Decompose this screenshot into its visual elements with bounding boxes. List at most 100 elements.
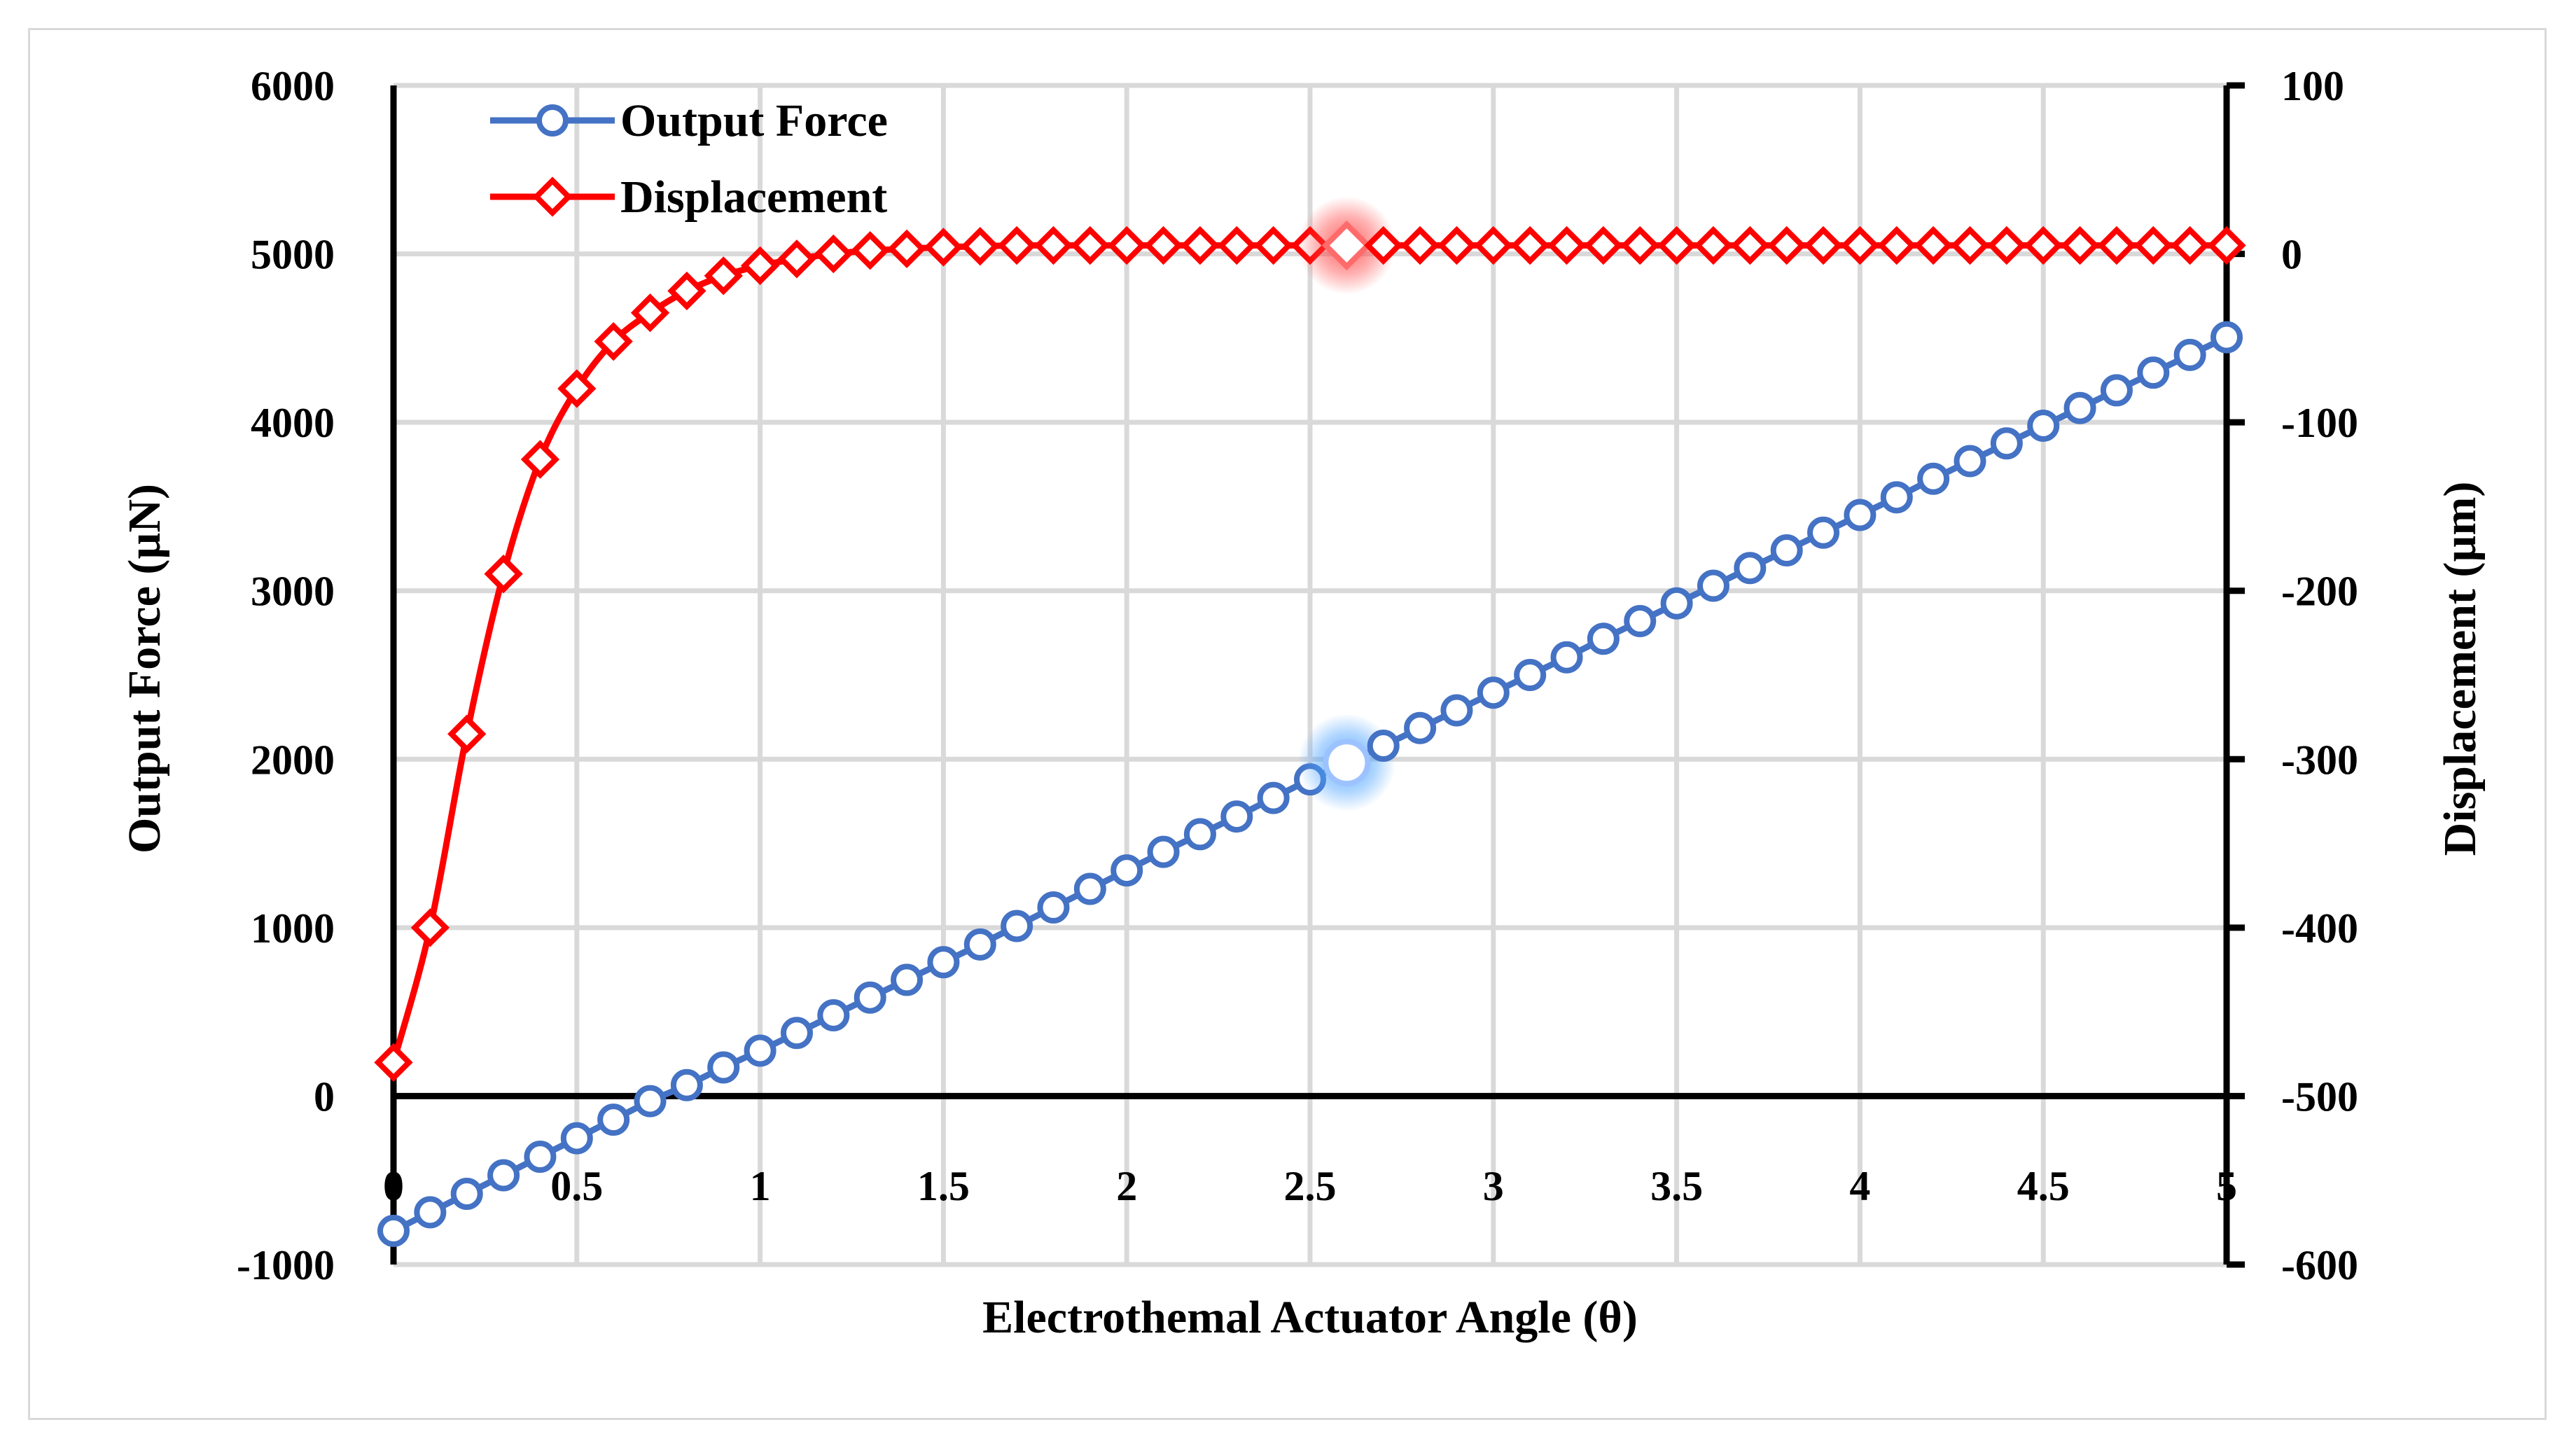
output-force-point <box>2211 321 2243 354</box>
y-tick-label: 2000 <box>251 737 335 783</box>
output-force-point <box>524 1141 557 1174</box>
displacement-point <box>1840 225 1880 265</box>
y2-tick-label: -500 <box>2281 1073 2358 1120</box>
displacement-point <box>2097 225 2136 265</box>
output-force-point <box>1147 835 1180 868</box>
output-force-point <box>963 928 996 961</box>
y-tick-label: -1000 <box>237 1242 335 1288</box>
output-force-point <box>1624 605 1657 638</box>
displacement-point <box>667 271 706 311</box>
output-force-point <box>1660 587 1693 620</box>
y2-tick-label: 0 <box>2281 232 2302 278</box>
y-tick-label: 1000 <box>251 905 335 952</box>
displacement-point <box>924 228 963 267</box>
displacement-point <box>557 369 597 408</box>
displacement-point <box>2170 225 2210 265</box>
output-force-point <box>414 1196 447 1229</box>
displacement-point <box>1253 225 1293 265</box>
output-force-point <box>450 1177 483 1210</box>
output-force-point <box>1257 781 1290 814</box>
output-force-point <box>780 1017 813 1050</box>
displacement-point <box>1033 225 1073 265</box>
displacement-point <box>1474 225 1513 265</box>
y2-tick-label: -200 <box>2281 569 2358 615</box>
displacement-point <box>1181 225 1220 265</box>
displacement-point <box>1767 225 1806 265</box>
output-force-point <box>1037 891 1070 924</box>
displacement-point <box>484 555 523 594</box>
displacement-point <box>447 714 487 753</box>
output-force-point <box>1404 711 1437 744</box>
displacement-point <box>2060 225 2100 265</box>
x-tick-label: 4 <box>1849 1163 1870 1209</box>
output-force-point <box>1183 818 1216 851</box>
y2-axis-title: Displacement (µm) <box>2435 482 2486 856</box>
y-tick-label: 6000 <box>251 63 335 109</box>
displacement-point <box>1071 225 1110 265</box>
output-force-point <box>1220 800 1253 833</box>
output-force-point <box>1954 445 1986 478</box>
displacement-point <box>2024 225 2063 265</box>
x-tick-label: 0 <box>383 1163 404 1209</box>
y-tick-label: 4000 <box>251 400 335 446</box>
y2-tick-label: -300 <box>2281 737 2358 783</box>
y-axis-title: Output Force (µN) <box>119 484 170 854</box>
output-force-point <box>1807 516 1840 549</box>
displacement-point <box>1804 225 1843 265</box>
y2-tick-label: 100 <box>2281 63 2344 109</box>
legend-label-displacement: Displacement <box>620 172 887 223</box>
x-tick-label: 5 <box>2216 1163 2237 1209</box>
output-force-point <box>1734 552 1767 585</box>
output-force-point <box>1880 481 1913 514</box>
displacement-point <box>1620 225 1659 265</box>
displacement-point <box>961 227 1000 266</box>
displacement-point <box>1694 225 1733 265</box>
x-tick-label: 1.5 <box>917 1163 970 1209</box>
y-tick-label: 5000 <box>251 232 335 278</box>
displacement-point <box>1547 225 1587 265</box>
output-force-point <box>1001 910 1033 942</box>
output-force-point <box>2173 338 2206 371</box>
y-tick-label: 3000 <box>251 569 335 615</box>
legend-marker-output-force <box>536 104 569 137</box>
displacement-point <box>1217 225 1256 265</box>
displacement-point <box>374 1043 413 1082</box>
displacement-point <box>1987 225 2026 265</box>
output-force-point <box>891 963 924 996</box>
displacement-point <box>851 231 890 270</box>
x-tick-label: 2 <box>1116 1163 1137 1209</box>
displacement-point <box>410 908 450 947</box>
displacement-point <box>520 440 560 479</box>
output-force-point <box>1697 569 1729 602</box>
displacement-point <box>814 234 853 274</box>
displacement-point <box>1510 225 1550 265</box>
x-tick-label: 2.5 <box>1284 1163 1337 1209</box>
displacement-point <box>1321 220 1372 271</box>
displacement-point <box>1107 225 1146 265</box>
series <box>374 196 2246 1247</box>
output-force-point <box>817 998 850 1031</box>
x-tick-label: 0.5 <box>550 1163 603 1209</box>
output-force-point <box>560 1122 593 1155</box>
output-force-point <box>1323 739 1371 787</box>
output-force-point <box>634 1085 667 1118</box>
displacement-point <box>630 293 670 333</box>
output-force-point <box>1514 659 1547 691</box>
displacement-point <box>1950 225 1990 265</box>
x-tick-label: 4.5 <box>2017 1163 2070 1209</box>
output-force-point <box>1990 427 2023 460</box>
output-force-point <box>670 1068 703 1101</box>
output-force-point <box>2100 374 2133 407</box>
tick-labels: 0 0.5 1 1.5 2 2.5 3 3.5 4 4.5 5-100001000200030004… <box>237 63 2358 1288</box>
output-force-point <box>2063 391 2096 424</box>
legend-marker-displacement <box>532 176 573 217</box>
displacement-point <box>1364 225 1403 265</box>
y2-tick-label: -600 <box>2281 1242 2358 1288</box>
chart-frame <box>28 28 2547 1420</box>
displacement-point <box>1730 225 1769 265</box>
x-axis-title: Electrothemal Actuator Angle (θ) <box>982 1292 1638 1343</box>
output-force-point <box>1917 462 1950 495</box>
x-tick-label: 1 <box>750 1163 771 1209</box>
output-force-point <box>1073 872 1106 905</box>
